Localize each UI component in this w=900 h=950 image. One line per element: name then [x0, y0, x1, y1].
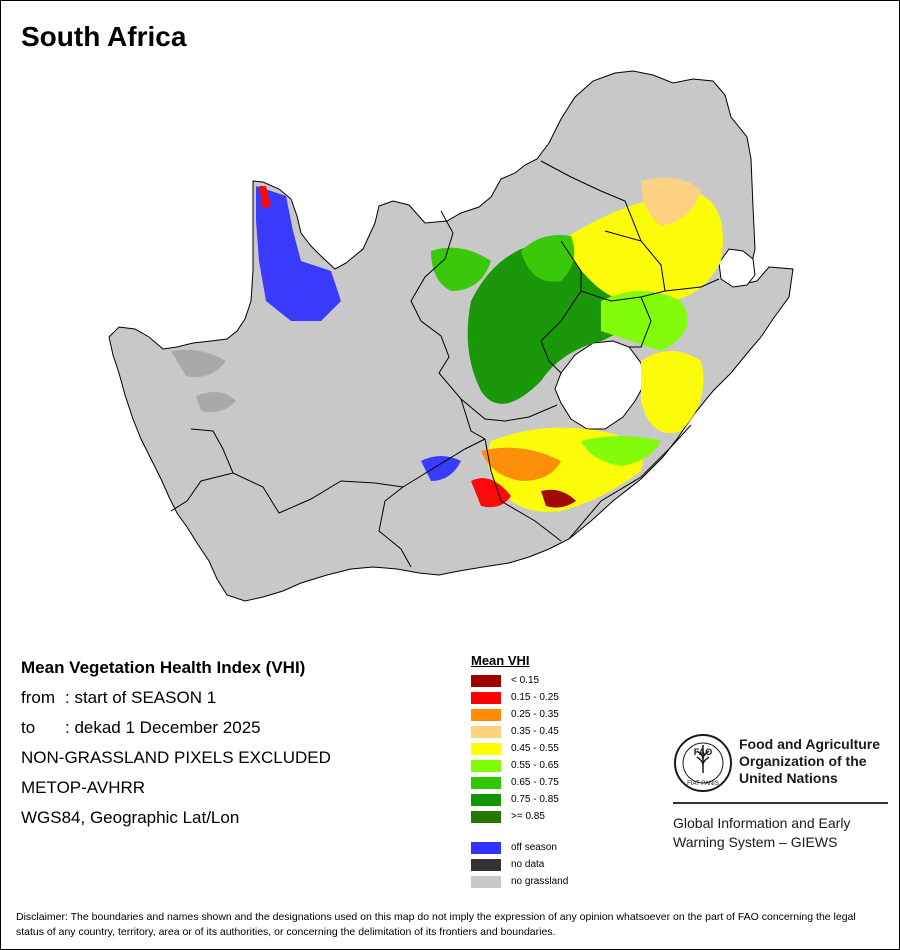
legend-class-row: >= 0.85 — [471, 808, 568, 825]
disclaimer: Disclaimer: The boundaries and names sho… — [16, 911, 856, 938]
legend-class-row: 0.65 - 0.75 — [471, 774, 568, 791]
country-eswatini — [718, 248, 756, 288]
legend-class-row: 0.25 - 0.35 — [471, 706, 568, 723]
legend-class-label: 0.75 - 0.85 — [511, 794, 559, 805]
giews-line-2: Warning System – GIEWS — [673, 834, 838, 850]
legend-class-label: 0.25 - 0.35 — [511, 709, 559, 720]
legend-class-label: >= 0.85 — [511, 811, 545, 822]
legend-class-label: 0.45 - 0.55 — [511, 743, 559, 754]
legend-class-row: 0.35 - 0.45 — [471, 723, 568, 740]
fao-wheat-emblem-icon: FAO FIAT PANIS — [674, 734, 732, 792]
legend-class-swatch — [471, 691, 501, 704]
from-value: : start of SEASON 1 — [65, 688, 217, 707]
legend-class-swatch — [471, 708, 501, 721]
map-title: South Africa — [21, 21, 187, 52]
legend-special-label: no grassland — [511, 876, 569, 887]
legend-class-label: < 0.15 — [511, 675, 540, 686]
sensor-note: METOP-AVHRR — [21, 778, 146, 797]
fao-organization-name: Food and Agriculture Organization of the… — [739, 736, 880, 787]
legend-special-row: no grassland — [471, 873, 568, 890]
south-africa-vhi-map — [108, 70, 794, 602]
giews-line-1: Global Information and Early — [673, 815, 851, 831]
from-line: from : start of SEASON 1 — [21, 688, 216, 708]
from-label: from — [21, 688, 55, 707]
projection-note: WGS84, Geographic Lat/Lon — [21, 808, 240, 827]
legend-class-swatch — [471, 725, 501, 738]
legend-class-label: 0.65 - 0.75 — [511, 777, 559, 788]
index-title: Mean Vegetation Health Index (VHI) — [21, 658, 306, 677]
legend-class-swatch — [471, 776, 501, 789]
legend-special-row: off season — [471, 839, 568, 856]
to-line: to : dekad 1 December 2025 — [21, 718, 261, 738]
country-lesotho — [554, 340, 646, 430]
legend-class-label: 0.55 - 0.65 — [511, 760, 559, 771]
legend-class-row: 0.55 - 0.65 — [471, 757, 568, 774]
to-value: : dekad 1 December 2025 — [65, 718, 261, 737]
org-line-3: United Nations — [739, 770, 838, 786]
country-south-africa — [108, 70, 794, 602]
legend-class-row: < 0.15 — [471, 672, 568, 689]
giews-name: Global Information and Early Warning Sys… — [673, 814, 850, 852]
legend-class-swatch — [471, 674, 501, 687]
to-label: to — [21, 718, 36, 737]
legend: Mean VHI < 0.15 0.15 - 0.25 0.25 - 0.35 0.3… — [471, 653, 568, 890]
legend-class-row: 0.75 - 0.85 — [471, 791, 568, 808]
legend-class-swatch — [471, 793, 501, 806]
province-boundaries — [170, 160, 720, 568]
org-line-2: Organization of the — [739, 753, 867, 769]
legend-special-swatch — [471, 858, 501, 871]
nongrassland-note: NON-GRASSLAND PIXELS EXCLUDED — [21, 748, 331, 767]
legend-title: Mean VHI — [471, 653, 530, 668]
legend-class-row: 0.15 - 0.25 — [471, 689, 568, 706]
legend-special-swatch — [471, 875, 501, 888]
legend-class-swatch — [471, 810, 501, 823]
legend-special-label: no data — [511, 859, 545, 870]
legend-class-label: 0.15 - 0.25 — [511, 692, 559, 703]
legend-special-swatch — [471, 841, 501, 854]
legend-class-swatch — [471, 742, 501, 755]
vhi-patches — [171, 177, 723, 512]
legend-class-label: 0.35 - 0.45 — [511, 726, 559, 737]
fao-motto-text: FIAT PANIS — [687, 781, 719, 787]
fao-emblem-text: FAO — [694, 747, 713, 757]
legend-special-label: off season — [511, 842, 557, 853]
legend-classes: < 0.15 0.15 - 0.25 0.25 - 0.35 0.35 - 0.45 0… — [471, 672, 568, 825]
legend-class-swatch — [471, 759, 501, 772]
legend-class-row: 0.45 - 0.55 — [471, 740, 568, 757]
logo-divider — [673, 802, 888, 804]
org-line-1: Food and Agriculture — [739, 736, 881, 752]
legend-special: off season no data no grassland — [471, 839, 568, 890]
legend-special-row: no data — [471, 856, 568, 873]
